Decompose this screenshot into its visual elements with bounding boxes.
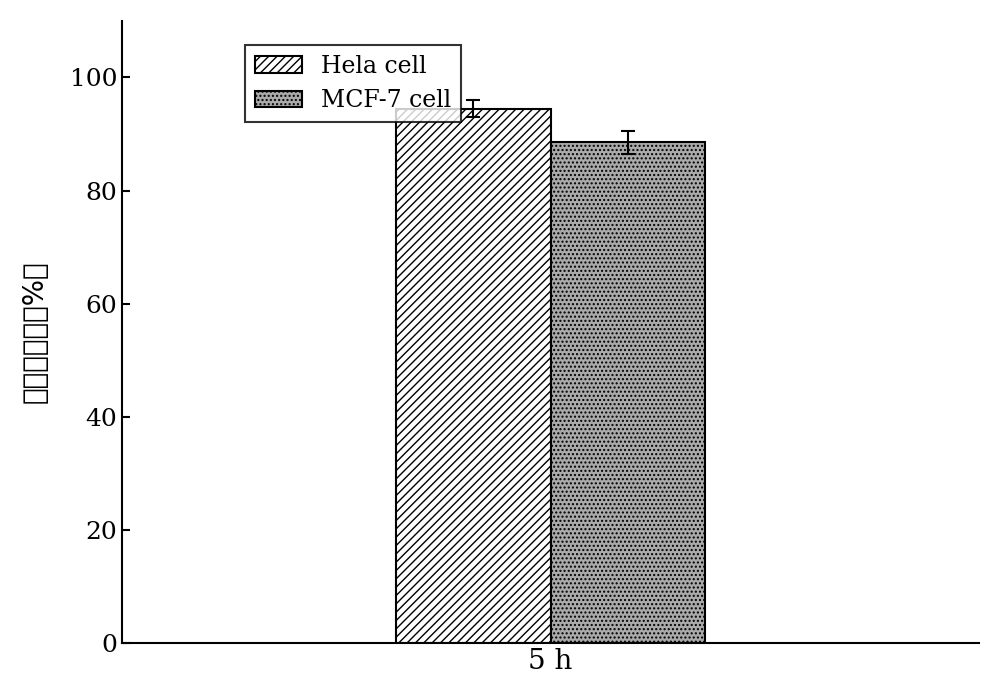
- Y-axis label: 细胞存活率（%）: 细胞存活率（%）: [21, 261, 49, 404]
- Legend: Hela cell, MCF-7 cell: Hela cell, MCF-7 cell: [245, 45, 461, 122]
- Bar: [551, 143, 705, 643]
- Bar: [396, 109, 551, 643]
